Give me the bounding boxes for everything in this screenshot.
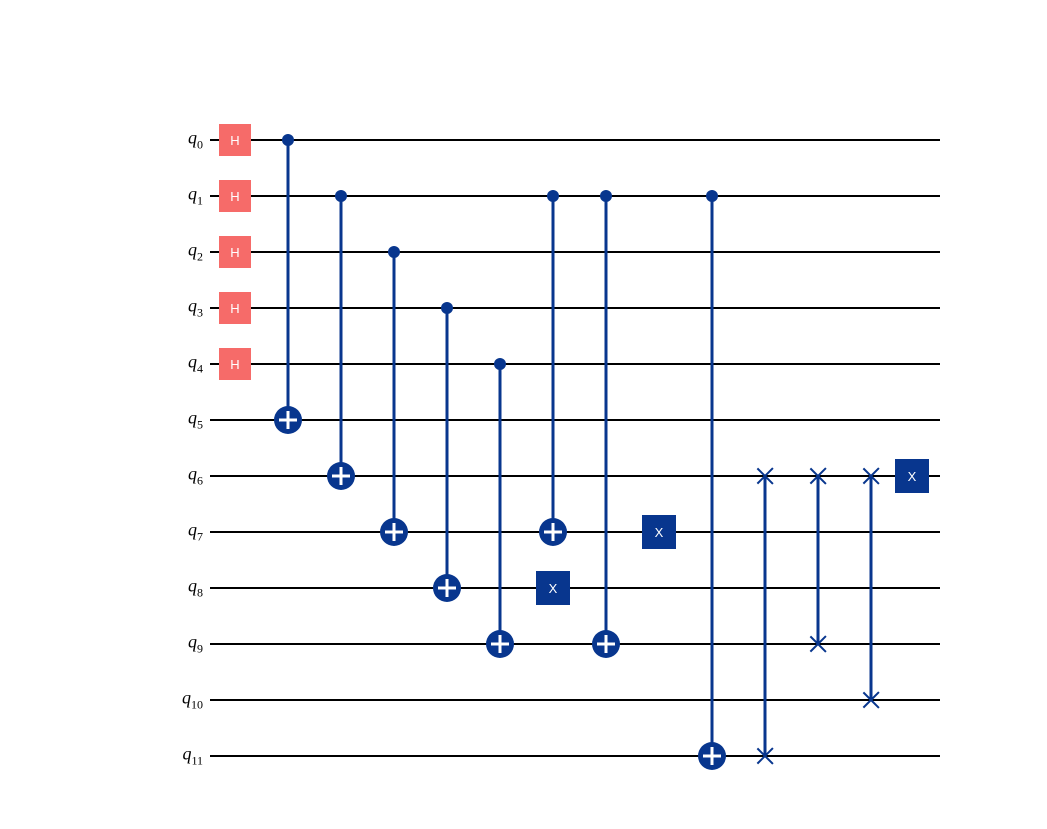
control-dot [335,190,347,202]
cnot-target [592,630,620,658]
gate-connector [393,252,396,532]
h-gate: H [219,348,251,380]
qubit-label: q11 [182,744,203,769]
swap-marker [862,691,880,709]
qubit-label: q1 [188,184,203,209]
gate-connector [764,476,767,756]
gate-connector [287,140,290,420]
cnot-target [539,518,567,546]
h-gate: H [219,180,251,212]
qubit-label: q6 [188,464,203,489]
qubit-wire [210,587,940,589]
qubit-wire [210,419,940,421]
cnot-target [274,406,302,434]
qubit-label-index: 11 [191,753,203,767]
gate-connector [605,196,608,644]
qubit-label-index: 5 [197,417,203,431]
qubit-label: q9 [188,632,203,657]
h-gate: H [219,292,251,324]
gate-connector [870,476,873,700]
control-dot [706,190,718,202]
h-gate: H [219,236,251,268]
swap-marker [756,467,774,485]
x-gate: X [895,459,929,493]
qubit-label-index: 3 [197,305,203,319]
qubit-label-index: 9 [197,641,203,655]
gate-connector [340,196,343,476]
x-gate: X [642,515,676,549]
qubit-label-index: 1 [197,193,203,207]
cnot-target [486,630,514,658]
qubit-label-letter: q [182,688,191,708]
qubit-label-letter: q [188,240,197,260]
qubit-label-letter: q [188,296,197,316]
qubit-label-index: 2 [197,249,203,263]
qubit-label-letter: q [188,520,197,540]
qubit-wire [210,195,940,197]
qubit-wire [210,755,940,757]
qubit-wire [210,643,940,645]
qubit-label-letter: q [182,744,191,764]
qubit-wire [210,475,940,477]
control-dot [494,358,506,370]
control-dot [441,302,453,314]
control-dot [282,134,294,146]
control-dot [600,190,612,202]
qubit-label-index: 0 [197,137,203,151]
x-gate: X [536,571,570,605]
qubit-wire [210,251,940,253]
qubit-label: q2 [188,240,203,265]
qubit-label-letter: q [188,632,197,652]
gate-connector [446,308,449,588]
qubit-label: q5 [188,408,203,433]
gate-connector [499,364,502,644]
qubit-label-letter: q [188,184,197,204]
cnot-target [380,518,408,546]
qubit-label: q4 [188,352,203,377]
swap-marker [756,747,774,765]
qubit-label-index: 6 [197,473,203,487]
gate-connector [817,476,820,644]
cnot-target [327,462,355,490]
h-gate: H [219,124,251,156]
qubit-label: q0 [188,128,203,153]
qubit-label: q3 [188,296,203,321]
qubit-wire [210,139,940,141]
qubit-label-letter: q [188,128,197,148]
quantum-circuit-canvas: q0q1q2q3q4q5q6q7q8q9q10q11HHHHHXXX [0,0,1047,829]
qubit-label-letter: q [188,352,197,372]
qubit-label-index: 4 [197,361,203,375]
qubit-label: q8 [188,576,203,601]
swap-marker [809,635,827,653]
cnot-target [433,574,461,602]
qubit-label: q10 [182,688,203,713]
gate-connector [711,196,714,756]
qubit-wire [210,363,940,365]
control-dot [547,190,559,202]
qubit-label: q7 [188,520,203,545]
qubit-label-letter: q [188,576,197,596]
qubit-wire [210,531,940,533]
qubit-label-index: 7 [197,529,203,543]
gate-connector [552,196,555,532]
qubit-label-letter: q [188,408,197,428]
qubit-label-letter: q [188,464,197,484]
swap-marker [862,467,880,485]
cnot-target [698,742,726,770]
qubit-label-index: 8 [197,585,203,599]
swap-marker [809,467,827,485]
control-dot [388,246,400,258]
qubit-wire [210,307,940,309]
qubit-label-index: 10 [191,697,203,711]
qubit-wire [210,699,940,701]
